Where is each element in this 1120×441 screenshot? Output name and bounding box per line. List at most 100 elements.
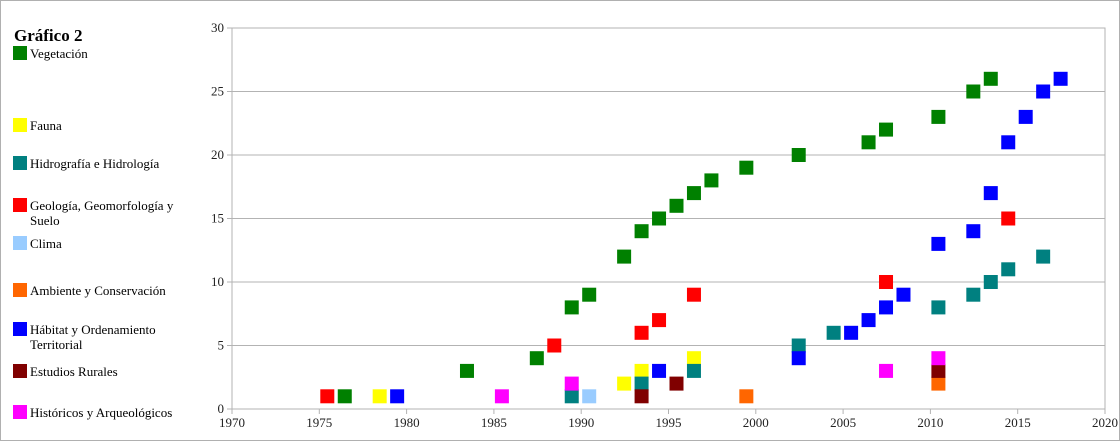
- legend-label: Hidrografía e Hidrología: [30, 156, 160, 171]
- y-tick-label: 5: [218, 338, 225, 353]
- x-tick-label: 1995: [656, 415, 682, 430]
- x-tick-label: 2005: [830, 415, 856, 430]
- y-tick-label: 20: [211, 147, 224, 162]
- point: [791, 338, 806, 353]
- point: [686, 351, 701, 366]
- point: [931, 363, 946, 378]
- legend-label: Fauna: [30, 118, 62, 133]
- point: [879, 300, 894, 315]
- point: [931, 236, 946, 251]
- legend-swatch: [13, 283, 27, 297]
- point: [844, 325, 859, 340]
- legend-item: Geología, Geomorfología y Suelo: [13, 198, 208, 228]
- point: [686, 186, 701, 201]
- legend-item: Hidrografía e Hidrología: [13, 156, 208, 171]
- point: [652, 211, 667, 226]
- legend-item: Estudios Rurales: [13, 364, 208, 379]
- point: [966, 84, 981, 99]
- legend-item: Hábitat y Ordenamiento Territorial: [13, 322, 208, 352]
- point: [1001, 211, 1016, 226]
- point: [966, 287, 981, 302]
- point: [704, 173, 719, 188]
- point: [931, 109, 946, 124]
- point: [529, 351, 544, 366]
- legend-label: Hábitat y Ordenamiento Territorial: [30, 322, 156, 352]
- legend-swatch: [13, 405, 27, 419]
- point: [983, 275, 998, 289]
- point: [879, 122, 894, 137]
- point: [1036, 84, 1051, 99]
- x-tick-label: 1975: [306, 415, 332, 430]
- legend-label: Geología, Geomorfología y Suelo: [30, 198, 174, 228]
- point: [826, 325, 841, 340]
- point: [739, 160, 754, 175]
- point: [1001, 262, 1016, 277]
- legend-label: Vegetación: [30, 46, 88, 61]
- point: [966, 224, 981, 239]
- x-tick-label: 2015: [1005, 415, 1031, 430]
- legend-item: Históricos y Arqueológicos: [13, 405, 208, 420]
- point: [337, 389, 352, 404]
- point: [1036, 249, 1051, 264]
- x-tick-label: 2020: [1092, 415, 1118, 430]
- chart-title: Gráfico 2: [14, 26, 83, 45]
- point: [861, 135, 876, 150]
- plot-area: [231, 27, 1106, 410]
- point: [634, 325, 649, 340]
- point: [983, 186, 998, 201]
- point: [372, 389, 387, 404]
- legend-swatch: [13, 198, 27, 212]
- legend-label: Ambiente y Conservación: [30, 283, 166, 298]
- x-tick-label: 1970: [219, 415, 245, 430]
- legend-swatch: [13, 322, 27, 336]
- point: [686, 363, 701, 378]
- point: [634, 363, 649, 378]
- y-tick-label: 10: [211, 274, 224, 289]
- point: [652, 313, 667, 328]
- point: [896, 287, 911, 302]
- point: [1018, 109, 1033, 124]
- point: [617, 249, 632, 264]
- x-tick-label: 2010: [917, 415, 943, 430]
- point: [652, 363, 667, 378]
- point: [564, 376, 579, 391]
- point: [459, 363, 474, 378]
- point: [669, 376, 684, 391]
- point: [634, 376, 649, 391]
- y-tick-label: 25: [211, 84, 224, 99]
- point: [931, 376, 946, 391]
- point: [791, 351, 806, 366]
- point: [931, 300, 946, 315]
- point: [1001, 135, 1016, 150]
- point: [564, 389, 579, 404]
- x-tick-label: 1985: [481, 415, 507, 430]
- y-tick-label: 30: [211, 20, 224, 35]
- point: [390, 389, 405, 404]
- point: [494, 389, 509, 404]
- point: [582, 287, 597, 302]
- point: [547, 338, 562, 353]
- point: [617, 376, 632, 391]
- legend-label: Estudios Rurales: [30, 364, 118, 379]
- point: [669, 198, 684, 213]
- legend-item: Fauna: [13, 118, 208, 133]
- legend-swatch: [13, 118, 27, 132]
- point: [791, 148, 806, 162]
- point: [634, 389, 649, 404]
- point: [634, 224, 649, 239]
- point: [879, 363, 894, 378]
- point: [739, 389, 754, 404]
- legend-item: Clima: [13, 236, 208, 251]
- point: [564, 300, 579, 315]
- y-tick-label: 15: [211, 211, 224, 226]
- point: [1053, 71, 1068, 86]
- x-tick-label: 2000: [743, 415, 769, 430]
- point: [582, 389, 597, 404]
- legend-swatch: [13, 364, 27, 378]
- legend-swatch: [13, 46, 27, 60]
- point: [861, 313, 876, 328]
- legend-swatch: [13, 236, 27, 250]
- point: [686, 287, 701, 302]
